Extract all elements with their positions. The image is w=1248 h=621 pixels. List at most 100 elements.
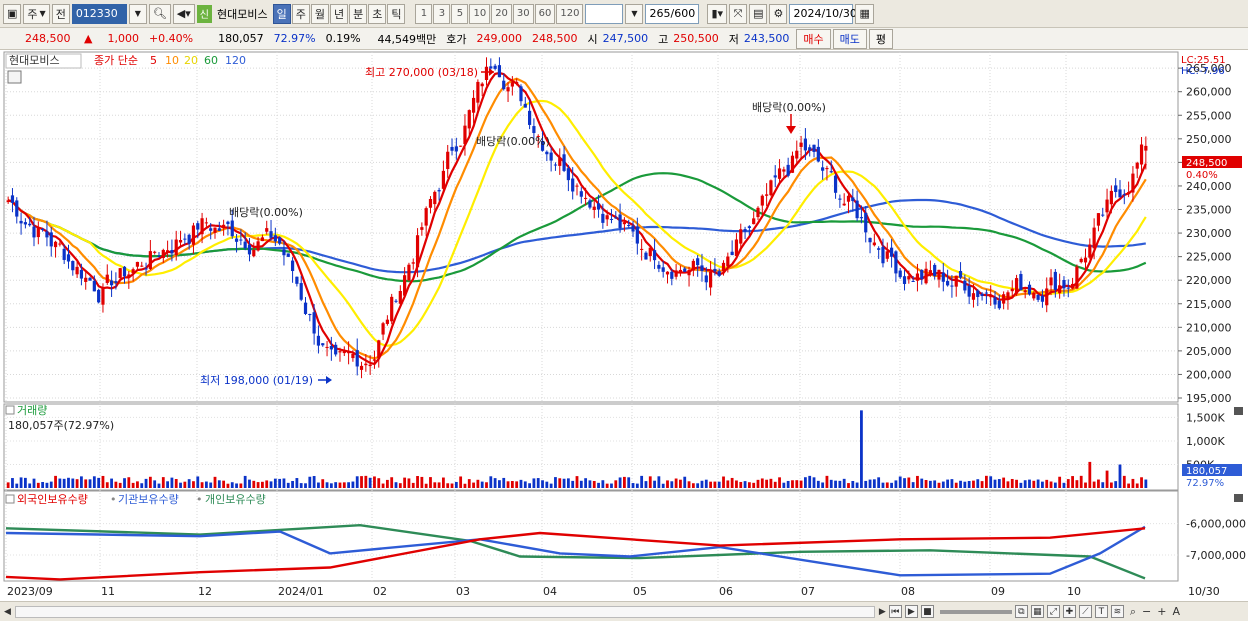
zoom-out-icon[interactable]: − [1142,605,1152,618]
candle-body [984,292,988,294]
candle-body [614,217,618,219]
save-icon[interactable]: ▤ [749,3,768,24]
volume-bar [1122,475,1126,488]
volume-bar [635,483,639,488]
trend-icon[interactable]: ⟋ [1078,605,1092,618]
interval-button-10[interactable]: 10 [469,3,491,24]
interval-button-30[interactable]: 30 [512,3,534,24]
candle-body [372,359,377,361]
horizontal-scrollbar[interactable] [14,605,875,618]
volume-bar [946,479,950,488]
speaker-icon[interactable]: ◀▾ [172,3,195,24]
candle-body [49,232,53,247]
flat-button[interactable]: 평 [868,28,894,49]
zoom-in-icon[interactable]: + [1157,605,1167,618]
chart-tools-icon[interactable]: ⤢ [1046,605,1060,618]
volume-bar [528,483,531,488]
sell-button[interactable]: 매도 [832,28,867,49]
candle-body [756,207,760,218]
crosshair-icon[interactable]: ✚ [1062,605,1076,618]
candle-type-icon[interactable]: ▮▾ [707,3,728,24]
count-input[interactable]: 265/600 [645,3,700,24]
volume-bar [804,477,807,488]
volume-bar [174,479,178,488]
gear-icon[interactable]: ⚙ [769,3,788,24]
fibonacci-icon[interactable]: ≋ [1110,605,1124,618]
period-tab-1[interactable]: 주 [291,3,310,24]
period-tab-6[interactable]: 틱 [387,3,406,24]
copy-icon[interactable]: ⧉ [1014,605,1028,618]
candle-body [390,296,394,322]
change-pct: +0.40% [148,32,194,45]
speed-slider[interactable] [939,609,1012,614]
candle-body [428,198,433,208]
volume-bar [898,476,902,488]
y-tick-label: 200,000 [1186,368,1232,381]
interval-custom-input[interactable] [585,3,624,24]
panel-menu-icon[interactable] [7,70,22,84]
volume-bar [351,481,355,488]
period-tab-4[interactable]: 분 [349,3,368,24]
candle-body [1092,227,1096,249]
volume-bar [618,477,622,488]
foreign-holding-line [5,527,1146,581]
volume-bar [903,478,906,488]
interval-button-120[interactable]: 120 [556,3,584,24]
holding-close-icon[interactable] [1234,494,1243,502]
stop-icon[interactable]: ■ [920,605,934,618]
interval-dropdown-icon[interactable]: ▼ [625,3,644,24]
first-page-icon[interactable]: ⏮ [888,605,902,618]
candle-body [226,221,230,225]
date-value: 2024/10/30 [793,7,857,20]
code-dropdown-icon[interactable]: ▼ [128,3,147,24]
calendar-icon[interactable]: ▦ [855,3,874,24]
volume-bar [640,475,644,488]
candle-body [855,200,859,219]
interval-button-20[interactable]: 20 [491,3,512,24]
volume-bar [243,475,247,488]
indicator-icon[interactable]: ⤧ [729,3,748,24]
scroll-right-icon[interactable]: ▶ [878,606,886,617]
candle-body [286,253,290,257]
volume-bar [825,475,829,488]
volume-bar [80,476,83,488]
chart-svg[interactable]: 265,000260,000255,000250,000245,000240,0… [0,50,1248,602]
chart-area[interactable]: 265,000260,000255,000250,000245,000240,0… [0,50,1248,602]
period-select[interactable]: 주 ▼ [23,3,50,24]
date-input[interactable]: 2024/10/30 [789,3,857,24]
layout-grid-icon[interactable]: ▦ [1030,605,1044,618]
volume-bar [472,482,475,488]
period-tab-2[interactable]: 월 [310,3,329,24]
text-tool-icon[interactable]: T [1094,605,1108,618]
font-size-icon[interactable]: A [1172,605,1180,618]
interval-button-60[interactable]: 60 [534,3,556,24]
play-icon[interactable]: ▶ [904,605,918,618]
layout-icon[interactable]: ▣ [3,3,22,24]
volume-bar [429,477,432,488]
zoom-search-icon[interactable]: ⌕ [1129,604,1137,618]
volume-close-icon[interactable] [1234,407,1243,415]
candle-body [635,226,639,244]
interval-button-1[interactable]: 1 [415,3,433,24]
legend-indiv: 개인보유수량 [205,493,266,506]
volume-bar [1135,483,1139,488]
candle-body [234,238,239,242]
interval-button-3[interactable]: 3 [433,3,451,24]
prev-button[interactable]: 전 [51,3,70,24]
stock-code-input[interactable]: 012330 [71,3,127,24]
period-tab-3[interactable]: 년 [329,3,349,24]
volume-bar [890,482,893,488]
high-arrow-head-icon [489,68,494,76]
interval-button-5[interactable]: 5 [451,3,469,24]
search-icon[interactable]: 🔍︎ [148,3,171,24]
scroll-left-icon[interactable]: ◀ [4,606,11,617]
ma20-line [7,99,1147,347]
volume-bar [920,478,924,488]
buy-button[interactable]: 매수 [796,28,831,49]
candle-body [84,277,88,282]
period-tab-5[interactable]: 초 [368,3,387,24]
candle-body [364,363,368,366]
period-tab-0[interactable]: 일 [272,3,291,24]
price-value: 248,500 [25,32,71,45]
volume-bar [136,481,139,488]
